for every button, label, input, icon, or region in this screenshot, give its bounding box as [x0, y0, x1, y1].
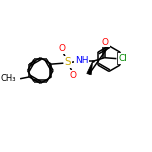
Text: Cl: Cl: [118, 54, 127, 63]
Text: NH: NH: [75, 56, 88, 65]
Text: O: O: [70, 71, 77, 80]
Text: O: O: [59, 44, 66, 53]
Polygon shape: [87, 61, 93, 75]
Text: CH₃: CH₃: [0, 74, 16, 83]
Text: O: O: [102, 38, 109, 47]
Text: S: S: [65, 57, 71, 67]
